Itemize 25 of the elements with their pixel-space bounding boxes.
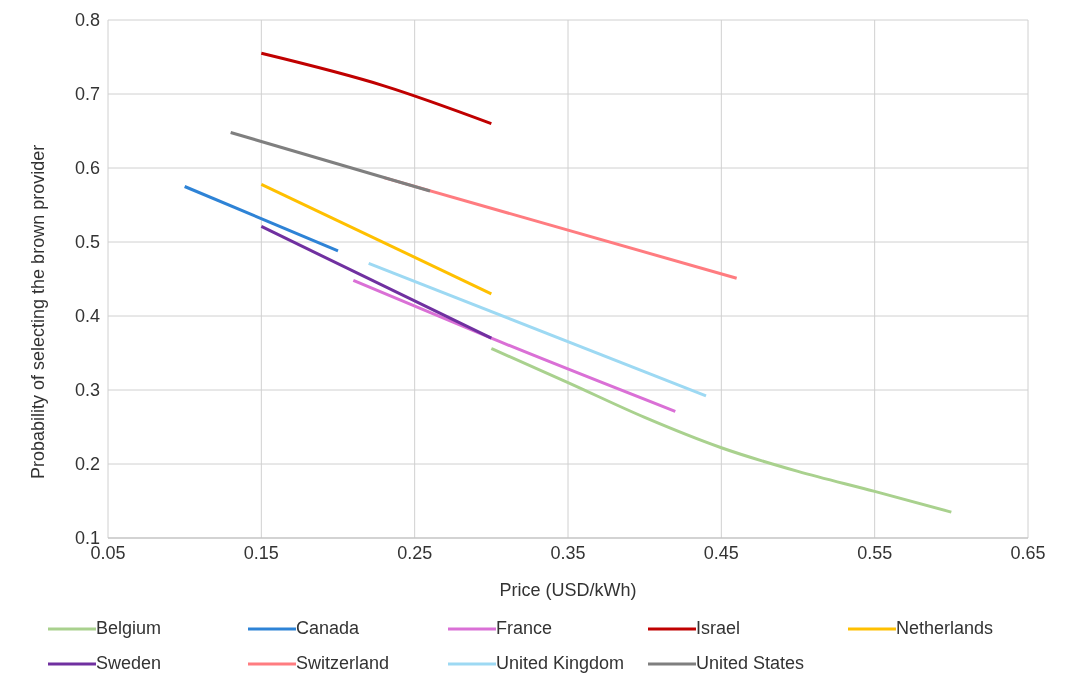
y-tick-label: 0.2 bbox=[74, 454, 100, 475]
x-tick-label: 0.45 bbox=[703, 542, 739, 563]
legend-label: United States bbox=[696, 653, 805, 674]
y-tick-label: 0.4 bbox=[74, 306, 100, 327]
line-series bbox=[489, 347, 953, 514]
y-tick-label: 0.8 bbox=[74, 10, 100, 31]
legend-label: Sweden bbox=[96, 653, 162, 674]
y-tick-label: 0.6 bbox=[74, 158, 100, 179]
x-axis-title: Price (USD/kWh) bbox=[499, 580, 637, 600]
legend-label: United Kingdom bbox=[496, 653, 625, 674]
x-tick-label: 0.25 bbox=[397, 542, 433, 563]
legend-label: Netherlands bbox=[896, 618, 994, 639]
x-tick-label: 0.15 bbox=[243, 542, 279, 563]
y-axis-title: Probability of selecting the brown provider bbox=[28, 144, 49, 479]
y-tick-label: 0.5 bbox=[74, 232, 100, 253]
legend-label: Israel bbox=[696, 618, 741, 639]
x-tick-label: 0.35 bbox=[550, 542, 586, 563]
legend-label: Switzerland bbox=[296, 653, 390, 674]
x-tick-label: 0.55 bbox=[857, 542, 893, 563]
legend-label: Canada bbox=[296, 618, 360, 639]
legend-label: France bbox=[496, 618, 553, 639]
y-tick-label: 0.3 bbox=[74, 380, 100, 401]
x-tick-label: 0.65 bbox=[1010, 542, 1046, 563]
legend-label: Belgium bbox=[96, 618, 162, 639]
y-tick-label: 0.7 bbox=[74, 84, 100, 105]
